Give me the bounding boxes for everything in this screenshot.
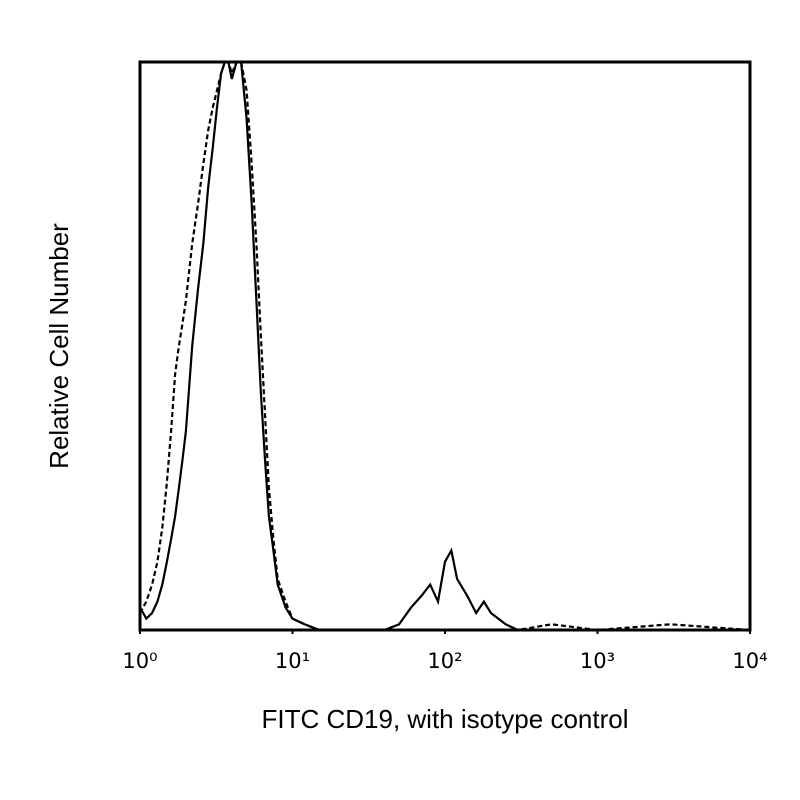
series-line [139,60,751,632]
x-tick-label: 10⁴ [732,649,767,673]
x-tick-label: 10⁰ [122,649,157,673]
y-axis-title: Relative Cell Number [44,223,74,469]
x-tick-label: 10² [427,649,462,673]
x-tick-label: 10³ [580,649,615,673]
series-line [139,60,750,632]
x-tick-label: 10¹ [275,649,310,673]
x-axis-title: FITC CD19, with isotype control [261,704,628,734]
plot-frame [138,60,752,632]
